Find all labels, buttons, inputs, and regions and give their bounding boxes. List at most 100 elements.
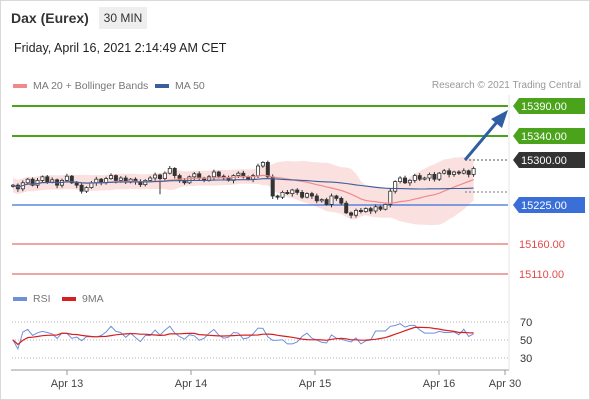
x-tick-label-Apr 14: Apr 14 bbox=[175, 378, 207, 390]
instrument-title: Dax (Eurex) bbox=[11, 10, 89, 26]
candle-body bbox=[334, 195, 339, 199]
candle-body bbox=[118, 177, 123, 181]
x-tick-label-Apr 30: Apr 30 bbox=[489, 378, 521, 390]
candle-body bbox=[363, 208, 368, 213]
legend-9ma: 9MA bbox=[62, 293, 104, 305]
level-tag-15390.00 bbox=[513, 98, 585, 114]
level-label-15340.00: 15340.00 bbox=[521, 131, 567, 143]
candle-body bbox=[275, 195, 280, 198]
candle-body bbox=[30, 178, 35, 186]
candle-body bbox=[388, 190, 393, 205]
candle-body bbox=[295, 189, 300, 193]
candle-body bbox=[285, 191, 290, 194]
rsi-panel: 70 50 30 bbox=[12, 317, 532, 365]
candle-body bbox=[270, 176, 275, 197]
candle-body bbox=[432, 173, 437, 180]
candle-body bbox=[143, 179, 148, 185]
candle-body bbox=[172, 167, 177, 176]
candle-body bbox=[339, 197, 344, 204]
candle-body bbox=[64, 175, 69, 181]
candle-body bbox=[192, 173, 197, 178]
candle-body bbox=[407, 179, 412, 184]
ma9-swatch bbox=[62, 297, 76, 301]
candle-body bbox=[236, 172, 241, 176]
level-tag-15225.00 bbox=[513, 197, 585, 213]
level-tag-15340.00 bbox=[513, 128, 585, 144]
candle-body bbox=[451, 171, 456, 175]
candle-body bbox=[153, 174, 158, 179]
candle-body bbox=[471, 167, 476, 175]
legend-ma20: MA 20 + Bollinger Bands bbox=[13, 80, 148, 92]
ma20-legend-label: MA 20 + Bollinger Bands bbox=[33, 80, 149, 92]
rsi-tick-30: 30 bbox=[520, 353, 532, 365]
candle-body bbox=[113, 175, 118, 181]
ma20-swatch bbox=[13, 84, 27, 88]
candle-body bbox=[40, 176, 45, 181]
candle-body bbox=[319, 199, 324, 202]
ma50-swatch bbox=[155, 84, 169, 88]
candle-body bbox=[358, 209, 363, 212]
candle-body bbox=[378, 206, 383, 210]
candle-body bbox=[314, 195, 319, 202]
candle-body bbox=[373, 206, 378, 212]
candle-body bbox=[300, 191, 305, 198]
datetime-label: Friday, April 16, 2021 2:14:49 AM CET bbox=[14, 41, 227, 55]
candle-body bbox=[162, 172, 167, 179]
candle-body bbox=[324, 199, 329, 205]
candle-body bbox=[260, 161, 265, 167]
candle-body bbox=[427, 173, 432, 179]
candle-body bbox=[79, 184, 84, 192]
candle-body bbox=[216, 171, 221, 177]
candle-body bbox=[461, 170, 466, 174]
rsi-9ma-line bbox=[12, 326, 474, 346]
level-label-15300.00: 15300.00 bbox=[521, 155, 567, 167]
candle-body bbox=[383, 203, 388, 210]
price-panel: 15390.00 15340.00 15300.00 15225.00 15160.00… bbox=[10, 98, 585, 281]
candle-body bbox=[393, 181, 398, 192]
rsi-swatch bbox=[13, 297, 27, 301]
candle-body bbox=[304, 193, 309, 198]
candle-body bbox=[353, 209, 358, 216]
candle-body bbox=[466, 170, 471, 175]
candle-body bbox=[197, 173, 202, 179]
candle-body bbox=[290, 189, 295, 194]
candle-body bbox=[398, 177, 403, 182]
level-label-15225.00: 15225.00 bbox=[521, 200, 567, 212]
ma50-line bbox=[12, 178, 474, 190]
candle-body bbox=[437, 172, 442, 180]
candle-body bbox=[69, 175, 74, 184]
rsi-legend-label: RSI bbox=[33, 293, 51, 305]
candle-body bbox=[265, 161, 270, 178]
candle-body bbox=[422, 177, 427, 180]
rsi-line bbox=[12, 323, 474, 351]
candle-body bbox=[417, 175, 422, 180]
candle-body bbox=[309, 193, 314, 197]
candle-body bbox=[412, 175, 417, 181]
candle-body bbox=[167, 167, 172, 174]
candle-body bbox=[456, 171, 461, 174]
projection-arrow-shaft bbox=[463, 121, 499, 161]
x-tick-label-Apr 13: Apr 13 bbox=[51, 378, 83, 390]
timeframe-badge[interactable]: 30 MIN bbox=[99, 7, 147, 29]
candle-body bbox=[157, 174, 162, 179]
ma50-legend-label: MA 50 bbox=[175, 80, 205, 92]
copyright-text: Research © 2021 Trading Central bbox=[431, 80, 581, 91]
x-tick-label-Apr 15: Apr 15 bbox=[299, 378, 331, 390]
time-axis: Apr 13 Apr 14 Apr 15 Apr 16 Apr 30 bbox=[11, 95, 521, 390]
candle-body bbox=[25, 178, 30, 184]
candle-body bbox=[109, 175, 114, 180]
candle-body bbox=[368, 208, 373, 212]
candle-body bbox=[349, 212, 354, 216]
candle-body bbox=[344, 202, 349, 214]
candle-body bbox=[447, 170, 452, 175]
candle-body bbox=[280, 191, 285, 198]
rsi-tick-70: 70 bbox=[520, 317, 532, 329]
x-tick-label-Apr 16: Apr 16 bbox=[423, 378, 455, 390]
candle-body bbox=[45, 176, 50, 183]
candle-body bbox=[402, 177, 407, 184]
level-label-15160.00: 15160.00 bbox=[519, 239, 565, 251]
candle-body bbox=[255, 165, 260, 176]
level-tag-15300.00 bbox=[513, 152, 585, 168]
candle-body bbox=[148, 177, 153, 181]
